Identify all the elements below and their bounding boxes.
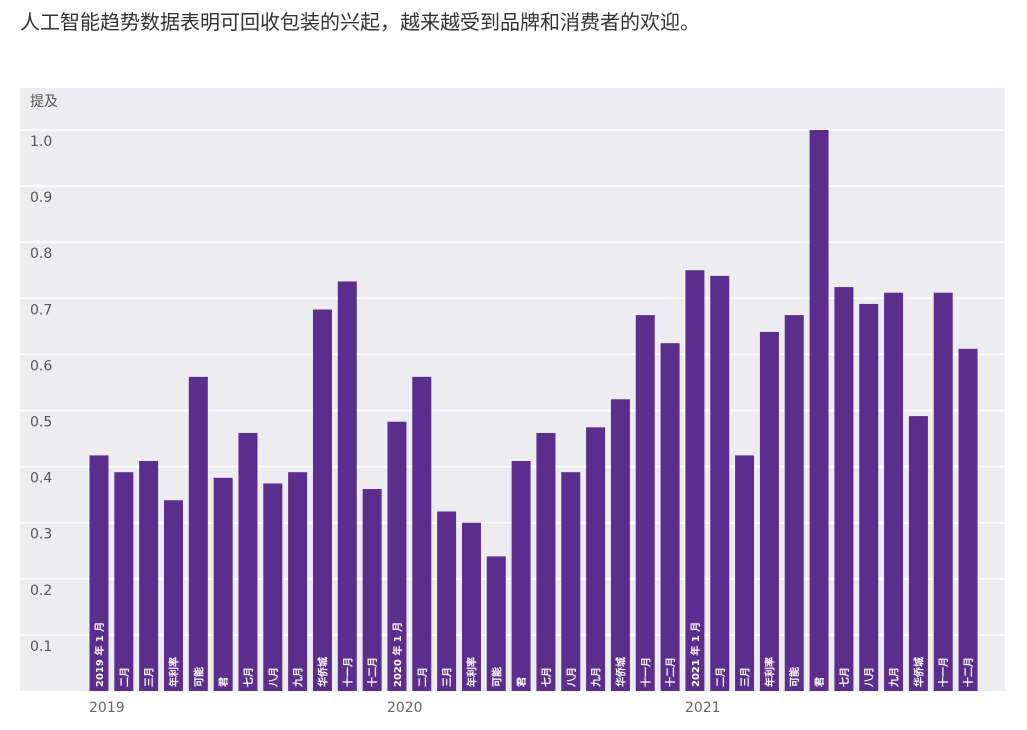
bar <box>312 309 332 691</box>
bar-category-label: 七月 <box>838 667 851 687</box>
bar <box>685 270 705 691</box>
bar <box>511 460 531 691</box>
bar <box>884 292 904 691</box>
bar-category-label: 八月 <box>566 667 578 688</box>
bar-category-label: 华侨城 <box>614 657 627 687</box>
bar <box>114 472 134 691</box>
y-tick-label: 0.6 <box>30 358 52 374</box>
bar <box>933 292 953 691</box>
bar <box>834 287 854 691</box>
bar-category-label: 十一月 <box>341 657 354 687</box>
bar <box>586 427 606 691</box>
bar-category-label: 年利率 <box>763 657 776 687</box>
bar-category-label: 君 <box>814 677 826 687</box>
bar-category-label: 可能 <box>490 667 503 687</box>
bar-category-label: 三月 <box>740 667 752 687</box>
bar-category-label: 年利率 <box>465 657 478 687</box>
bar-category-label: 三月 <box>442 667 454 687</box>
bar <box>139 460 159 691</box>
bar <box>710 275 730 691</box>
bar-category-label: 华侨城 <box>912 657 925 687</box>
x-year-label: 2020 <box>387 700 423 716</box>
bar <box>163 500 183 691</box>
bar-category-label: 2019 年 1 月 <box>93 622 106 687</box>
bar-category-label: 年利率 <box>167 657 180 687</box>
bar-category-label: 八月 <box>268 667 280 688</box>
bar <box>908 416 928 691</box>
bar <box>387 421 407 691</box>
bar-category-label: 七月 <box>540 667 553 687</box>
bar-category-label: 2020 年 1 月 <box>391 622 404 687</box>
bar <box>486 556 506 691</box>
x-year-label: 2019 <box>89 700 125 716</box>
bar-category-label: 二月 <box>119 667 131 687</box>
bar-category-label: 十二月 <box>366 657 379 687</box>
bar-category-label: 九月 <box>292 667 305 688</box>
bar <box>635 315 655 691</box>
y-tick-label: 0.8 <box>30 246 52 262</box>
bar-category-label: 三月 <box>144 667 156 687</box>
y-tick-label: 0.5 <box>30 415 52 431</box>
bar <box>362 489 382 691</box>
x-year-label: 2021 <box>685 700 721 716</box>
bar-category-label: 七月 <box>242 667 255 687</box>
bar <box>213 477 233 691</box>
y-tick-label: 1.0 <box>30 134 52 150</box>
y-tick-label: 0.1 <box>30 639 52 655</box>
y-tick-label: 0.3 <box>30 527 52 543</box>
bar <box>759 331 779 691</box>
bar-category-label: 2021 年 1 月 <box>689 622 702 687</box>
bar-category-label: 二月 <box>715 667 727 687</box>
bar-category-label: 八月 <box>864 667 876 688</box>
bar <box>412 376 432 691</box>
bar-category-label: 九月 <box>888 667 901 688</box>
y-axis-label: 提及 <box>30 94 58 110</box>
bar <box>784 315 804 691</box>
bar-category-label: 可能 <box>788 667 801 687</box>
bar-category-label: 君 <box>218 677 230 687</box>
bar <box>337 281 357 691</box>
bar <box>610 399 630 691</box>
bar <box>809 130 829 691</box>
y-tick-label: 0.4 <box>30 471 52 487</box>
bar <box>561 472 581 691</box>
chart-title: 人工智能趋势数据表明可回收包装的兴起，越来越受到品牌和消费者的欢迎。 <box>20 10 700 34</box>
bar <box>859 303 879 691</box>
bar <box>238 432 258 691</box>
bar <box>89 455 109 691</box>
bar <box>536 432 556 691</box>
bar <box>461 522 481 691</box>
bar <box>437 511 457 691</box>
bar-category-label: 十二月 <box>962 657 975 687</box>
bar-category-label: 华侨城 <box>316 657 329 687</box>
bar <box>288 472 308 691</box>
bar-category-label: 十一月 <box>937 657 950 687</box>
bar <box>263 483 283 691</box>
bar-category-label: 十二月 <box>664 657 677 687</box>
y-tick-label: 0.9 <box>30 190 52 206</box>
bar <box>735 455 755 691</box>
bar-category-label: 二月 <box>417 667 429 687</box>
bar <box>660 343 680 691</box>
y-tick-label: 0.7 <box>30 302 52 318</box>
y-tick-label: 0.2 <box>30 583 52 599</box>
bar-category-label: 十一月 <box>639 657 652 687</box>
bar <box>188 376 208 691</box>
bar <box>958 348 978 691</box>
bar-category-label: 九月 <box>590 667 603 688</box>
bar-category-label: 君 <box>516 677 528 687</box>
bar-category-label: 可能 <box>192 667 205 687</box>
